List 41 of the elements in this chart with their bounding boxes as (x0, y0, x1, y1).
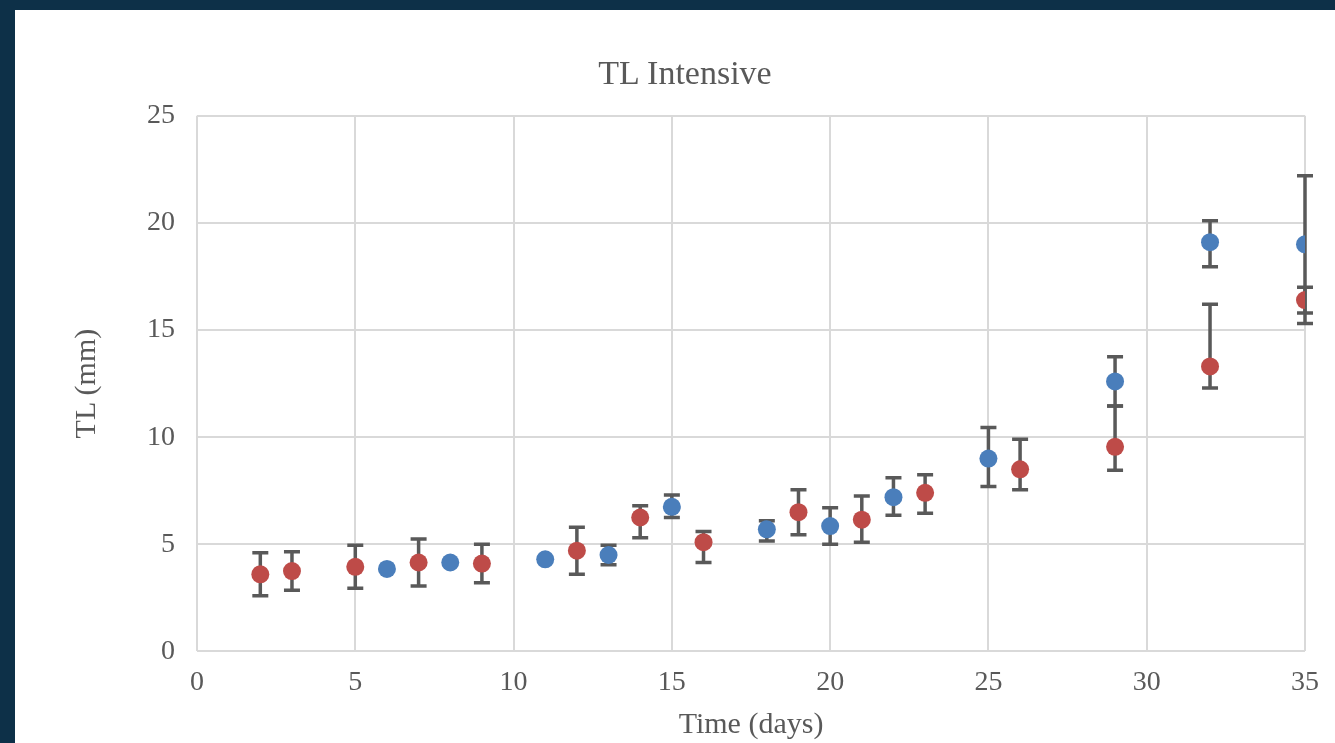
point (536, 550, 555, 569)
point (821, 517, 840, 536)
point (1106, 372, 1125, 391)
y-tick-label: 10 (147, 419, 175, 451)
x-tick-label: 35 (1291, 664, 1319, 696)
point (979, 449, 998, 468)
point (884, 488, 903, 507)
chart-title: TL Intensive (598, 54, 772, 92)
point (916, 483, 935, 502)
point (662, 497, 681, 516)
point (1011, 460, 1030, 479)
point (1201, 357, 1220, 376)
point (472, 554, 491, 573)
y-tick-label: 0 (161, 633, 175, 665)
y-axis-title: TL (mm) (67, 328, 102, 439)
point (377, 559, 396, 578)
point (251, 565, 270, 584)
x-tick-label: 10 (499, 664, 528, 696)
x-tick-label: 0 (190, 664, 204, 696)
point (789, 503, 808, 522)
y-tick-label: 15 (147, 312, 175, 344)
point (757, 520, 776, 539)
point (631, 508, 650, 527)
point (346, 557, 365, 576)
point (1201, 233, 1220, 252)
point (409, 553, 428, 572)
x-tick-label: 20 (816, 664, 845, 696)
point (567, 541, 586, 560)
point (441, 553, 460, 572)
x-axis-title: Time (days) (678, 705, 824, 740)
y-tick-label: 25 (147, 98, 175, 130)
y-tick-label: 5 (161, 526, 175, 558)
x-tick-label: 25 (974, 664, 1003, 696)
point (1106, 437, 1125, 456)
x-tick-label: 30 (1132, 664, 1161, 696)
point (852, 510, 871, 529)
y-tick-label: 20 (147, 205, 175, 237)
x-tick-label: 15 (657, 664, 686, 696)
point (694, 533, 713, 552)
point (282, 562, 301, 581)
x-tick-label: 5 (348, 664, 363, 696)
